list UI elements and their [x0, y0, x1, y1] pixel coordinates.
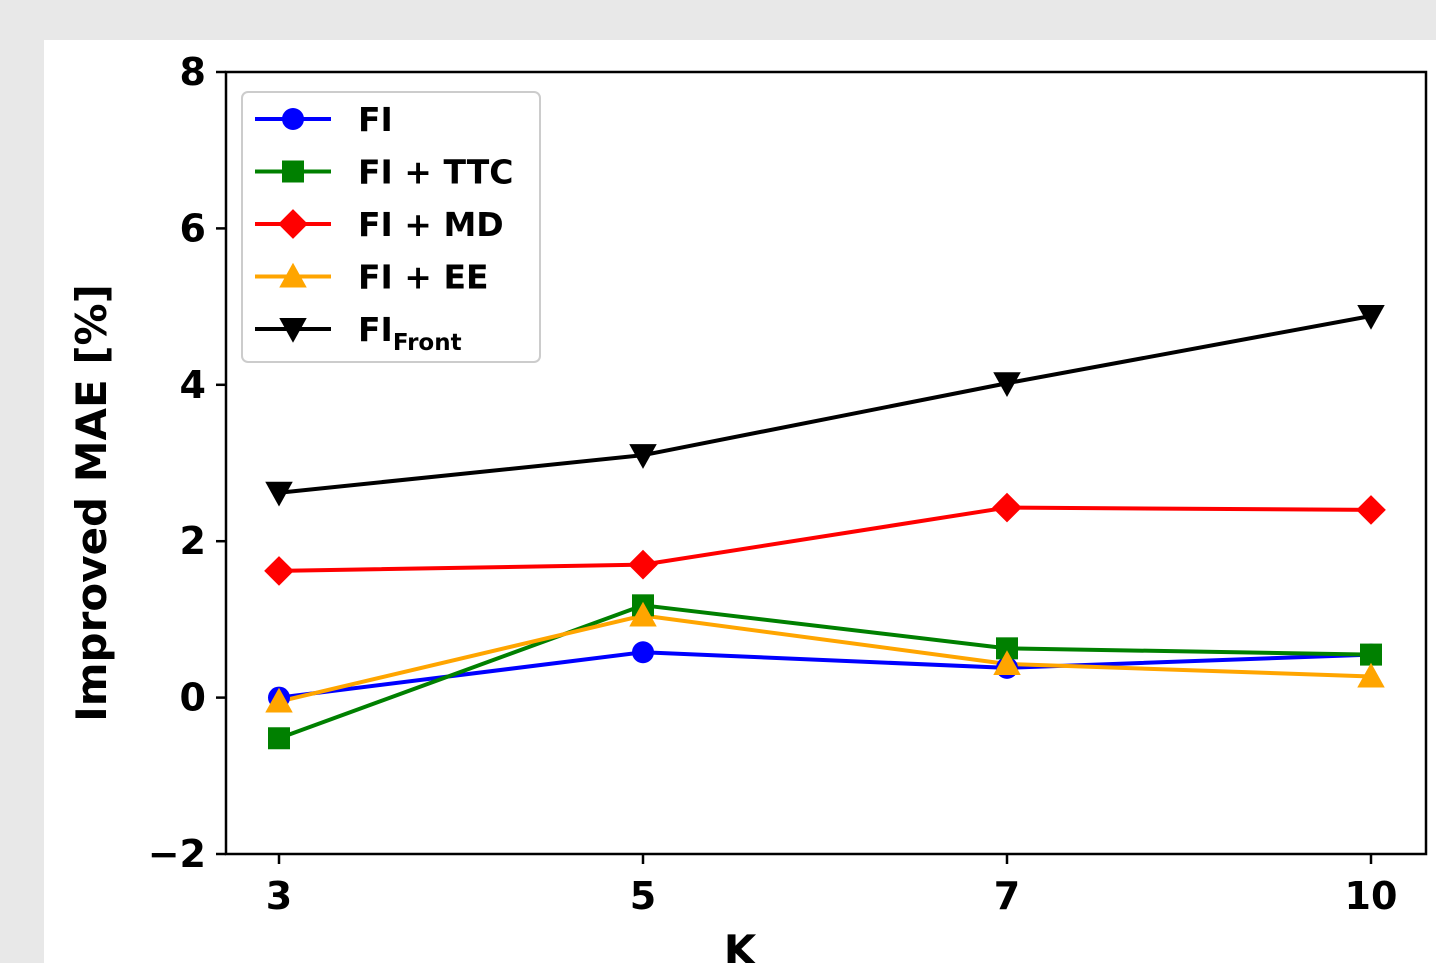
legend-label-3: FI + EE	[358, 258, 489, 297]
series-lines	[278, 314, 1372, 741]
legend-label-0: FI	[358, 100, 393, 139]
series-line-2	[278, 505, 1372, 573]
legend-label-4: FIFront	[358, 310, 462, 356]
series-2-point-2	[992, 492, 1022, 523]
legend-label-2: FI + MD	[358, 205, 504, 244]
legend-label-1: FI + TTC	[358, 153, 513, 192]
series-2-point-1	[628, 549, 658, 580]
y-tick-label-0: −2	[148, 832, 206, 876]
series-1-point-0	[268, 727, 290, 750]
y-tick-label-4: 6	[180, 206, 206, 250]
legend-marker-1	[282, 160, 304, 183]
x-axis: 3 5 7 10	[266, 854, 1398, 918]
series-3-point-1	[629, 601, 657, 627]
y-axis-label: Improved MAE [%]	[67, 284, 116, 722]
x-tick-label-3: 10	[1345, 874, 1398, 918]
series-4-point-2	[993, 372, 1021, 397]
series-3-point-3	[1357, 662, 1385, 688]
legend: FI FI + TTC FI + MD FI + EE FIFront	[241, 91, 541, 363]
legend-marker-0	[282, 108, 304, 130]
x-tick-label-2: 7	[994, 874, 1020, 918]
y-tick-label-1: 0	[180, 676, 206, 720]
legend-marker-4	[279, 318, 307, 343]
series-2-point-3	[1356, 495, 1386, 525]
series-1-point-2	[996, 637, 1018, 660]
series-3-point-2	[993, 650, 1021, 675]
series-3-point-0	[265, 687, 293, 713]
series-line-4	[278, 314, 1372, 495]
line-chart: −2 0 2 4 6 8 3 5 7 10 K Improved MAE [%] FI FI + …	[67, 50, 1428, 963]
series-4-point-3	[1357, 304, 1385, 330]
series-4-point-1	[629, 444, 657, 469]
y-tick-label-3: 4	[180, 363, 206, 407]
figure: −2 0 2 4 6 8 3 5 7 10 K Improved MAE [%] FI FI + …	[44, 40, 1436, 963]
series-markers	[264, 304, 1386, 750]
series-2-point-0	[264, 556, 294, 586]
series-line-3	[278, 613, 1372, 704]
legend-marker-2	[278, 209, 308, 239]
y-axis: −2 0 2 4 6 8	[148, 50, 226, 876]
series-1-point-3	[1360, 643, 1382, 666]
legend-marker-3	[279, 262, 307, 288]
y-tick-label-2: 2	[180, 519, 206, 563]
x-tick-label-1: 5	[630, 874, 656, 918]
y-tick-label-5: 8	[180, 50, 206, 94]
series-4-point-0	[265, 481, 293, 507]
series-line-0	[278, 650, 1372, 700]
x-tick-label-0: 3	[266, 874, 292, 918]
x-axis-label: K	[724, 926, 758, 963]
series-0-point-1	[632, 641, 654, 664]
plot-frame	[224, 70, 1428, 856]
series-line-1	[278, 603, 1372, 741]
legend-box	[241, 91, 541, 363]
